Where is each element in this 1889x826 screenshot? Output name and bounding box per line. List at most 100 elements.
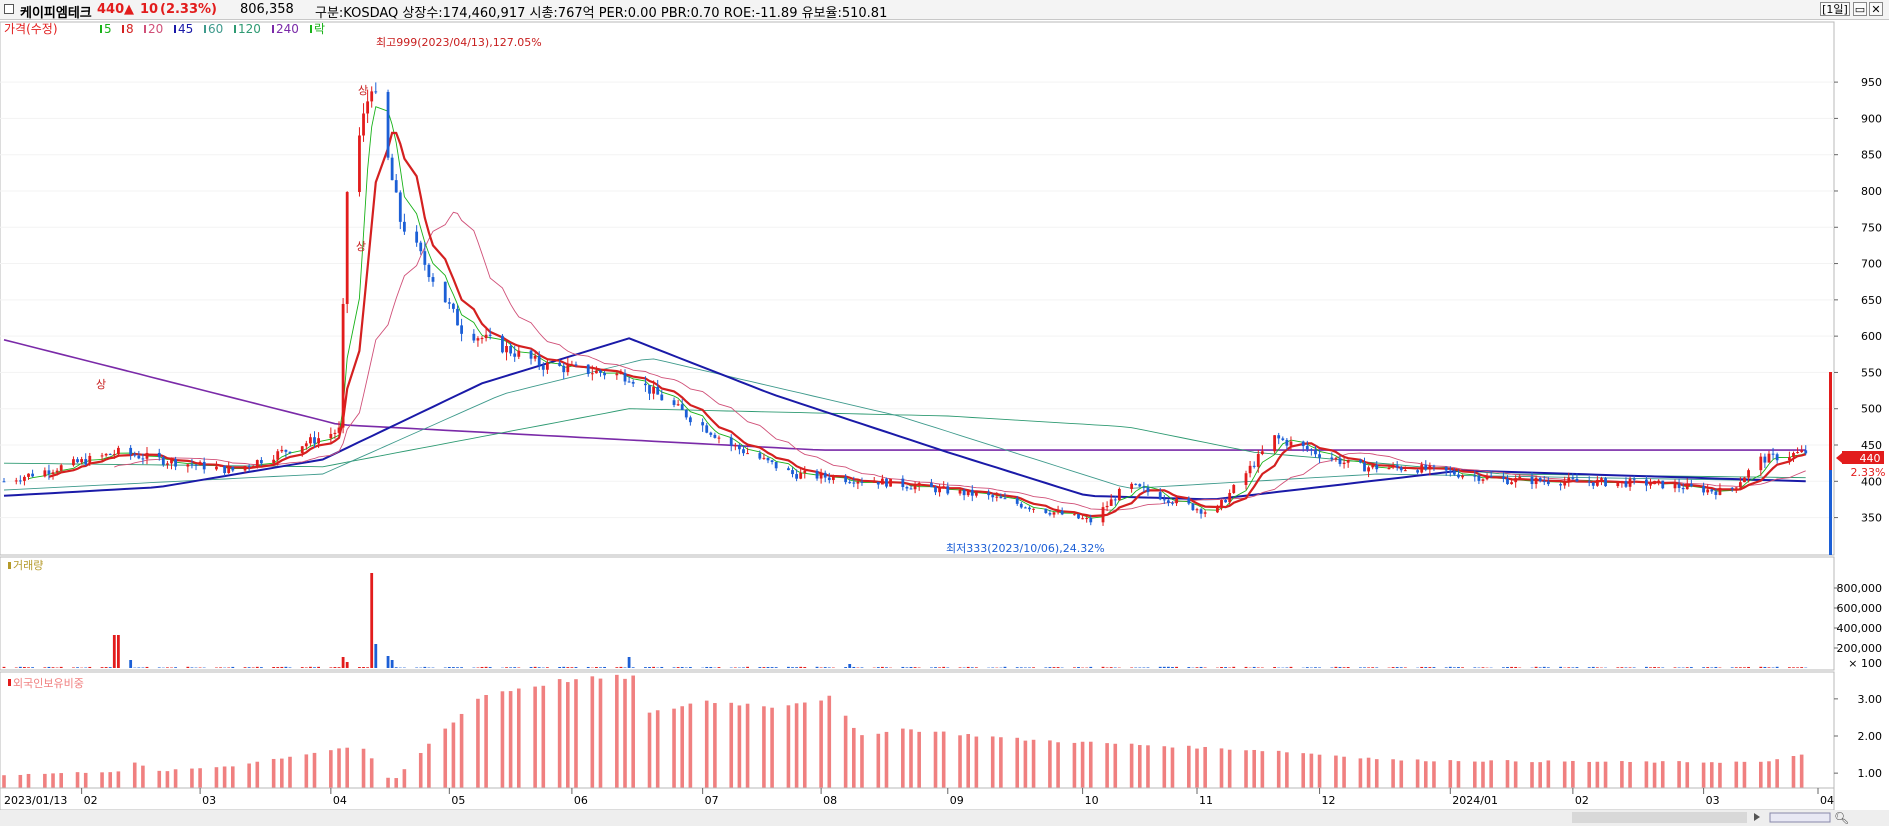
candle-body bbox=[284, 449, 288, 452]
select-checkbox[interactable] bbox=[4, 4, 14, 14]
x-tick-label: 03 bbox=[1706, 794, 1720, 807]
candle-body bbox=[276, 451, 280, 460]
foreign-holding-bar bbox=[1620, 761, 1624, 788]
legend-ma-swatch bbox=[272, 25, 274, 33]
volume-bar bbox=[1077, 667, 1080, 668]
candle-body bbox=[958, 489, 962, 494]
scrollbar[interactable]: 🔍︎ bbox=[0, 810, 1889, 826]
candle-body bbox=[860, 481, 864, 483]
volume-bar bbox=[1232, 666, 1236, 668]
volume-bar bbox=[1649, 667, 1652, 668]
volume-bar bbox=[958, 667, 962, 668]
candle-body bbox=[1542, 481, 1546, 483]
candle-body bbox=[1334, 458, 1338, 460]
candle-body bbox=[1571, 477, 1575, 479]
candle-body bbox=[431, 277, 435, 282]
candle-body bbox=[1702, 485, 1706, 493]
volume-bar bbox=[345, 662, 349, 668]
candle-body bbox=[1461, 475, 1464, 478]
legend-rak-label: 락 bbox=[314, 22, 325, 36]
candle-body bbox=[223, 465, 227, 473]
volume-bar bbox=[574, 667, 578, 668]
candle-body bbox=[161, 457, 165, 465]
volume-bar bbox=[1575, 667, 1579, 668]
candle-body bbox=[819, 472, 823, 479]
volume-bar bbox=[1424, 667, 1428, 668]
volume-bar bbox=[930, 667, 933, 668]
candle-body bbox=[1416, 470, 1420, 473]
candle-body bbox=[390, 157, 394, 181]
scroll-thumb[interactable] bbox=[1572, 812, 1747, 823]
scroll-right-icon[interactable] bbox=[1754, 813, 1760, 821]
candle-body bbox=[648, 385, 651, 394]
candle-body bbox=[684, 409, 688, 418]
zoom-out-icon[interactable]: 🔍︎ bbox=[1834, 811, 1849, 825]
foreign-holding-title: 외국인보유비중 bbox=[13, 677, 84, 690]
candle-body bbox=[962, 489, 966, 496]
volume-bar bbox=[1546, 667, 1550, 668]
candle-body bbox=[174, 459, 177, 467]
volume-bar bbox=[2, 666, 6, 668]
candle-body bbox=[1677, 483, 1681, 488]
candle-body bbox=[1162, 499, 1166, 501]
foreign-holding-bar bbox=[974, 736, 979, 788]
volume-bar bbox=[860, 667, 864, 668]
foreign-holding-bar bbox=[1334, 755, 1338, 788]
foreign-holding-bar bbox=[1677, 761, 1681, 788]
volume-bar bbox=[112, 635, 116, 668]
volume-bar bbox=[1796, 667, 1799, 668]
foreign-holding-bar bbox=[1285, 752, 1289, 788]
candle-body bbox=[1023, 507, 1027, 509]
trading-volume: 806,358 bbox=[240, 2, 294, 17]
candle-body bbox=[1232, 484, 1236, 493]
restore-icon[interactable]: ▭ bbox=[1853, 2, 1867, 16]
x-tick-label: 02 bbox=[84, 794, 98, 807]
candle-body bbox=[966, 489, 970, 496]
foreign-holding-bar bbox=[1244, 750, 1248, 788]
candle-body bbox=[341, 303, 345, 428]
x-tick-label: 2024/01 bbox=[1452, 794, 1498, 807]
candle-body bbox=[537, 355, 541, 366]
foreign-holding-bar bbox=[852, 727, 856, 788]
foreign-holding-bar bbox=[966, 734, 970, 788]
candle-body bbox=[76, 459, 79, 463]
foreign-holding-bar bbox=[1203, 746, 1207, 788]
volume-bar bbox=[652, 666, 656, 668]
stock-chart[interactable]: 350400450500550600650700750800850900950 … bbox=[0, 20, 1889, 826]
candle-body bbox=[427, 264, 431, 278]
volume-bar bbox=[1567, 667, 1571, 668]
legend-ma-label: 60 bbox=[208, 22, 223, 36]
candle-body bbox=[317, 438, 320, 444]
volume-bar bbox=[795, 667, 799, 668]
foreign-holding-bar bbox=[827, 695, 832, 788]
volume-bar bbox=[366, 667, 370, 668]
candle-body bbox=[672, 400, 676, 405]
candle-body bbox=[815, 470, 819, 479]
foreign-holding-bar bbox=[1301, 753, 1306, 788]
foreign-holding-bar bbox=[1718, 762, 1722, 788]
period-button[interactable]: [1일] bbox=[1820, 2, 1850, 16]
volume-bar bbox=[23, 667, 26, 668]
volume-bar bbox=[18, 666, 22, 668]
volume-bar bbox=[942, 666, 946, 668]
candle-body bbox=[1710, 489, 1714, 492]
candle-body bbox=[300, 446, 304, 453]
candle-body bbox=[1060, 510, 1064, 515]
candle-body bbox=[848, 482, 852, 484]
foreign-holding-bar bbox=[1432, 761, 1436, 788]
candle-body bbox=[1796, 452, 1799, 454]
volume-bar bbox=[300, 667, 304, 668]
candle-body bbox=[374, 91, 378, 93]
candle-body bbox=[590, 373, 594, 375]
candle-body bbox=[1734, 487, 1738, 489]
close-icon[interactable]: ✕ bbox=[1869, 2, 1883, 16]
candle-body bbox=[259, 460, 263, 464]
candle-body bbox=[476, 338, 480, 341]
volume-bar bbox=[1273, 666, 1277, 668]
candle-body bbox=[1073, 514, 1076, 516]
foreign-holding-bar bbox=[533, 686, 537, 788]
candle-body bbox=[1489, 476, 1493, 478]
range-slider[interactable] bbox=[1769, 812, 1831, 823]
candle-body bbox=[419, 242, 423, 252]
volume-bar bbox=[423, 666, 427, 668]
